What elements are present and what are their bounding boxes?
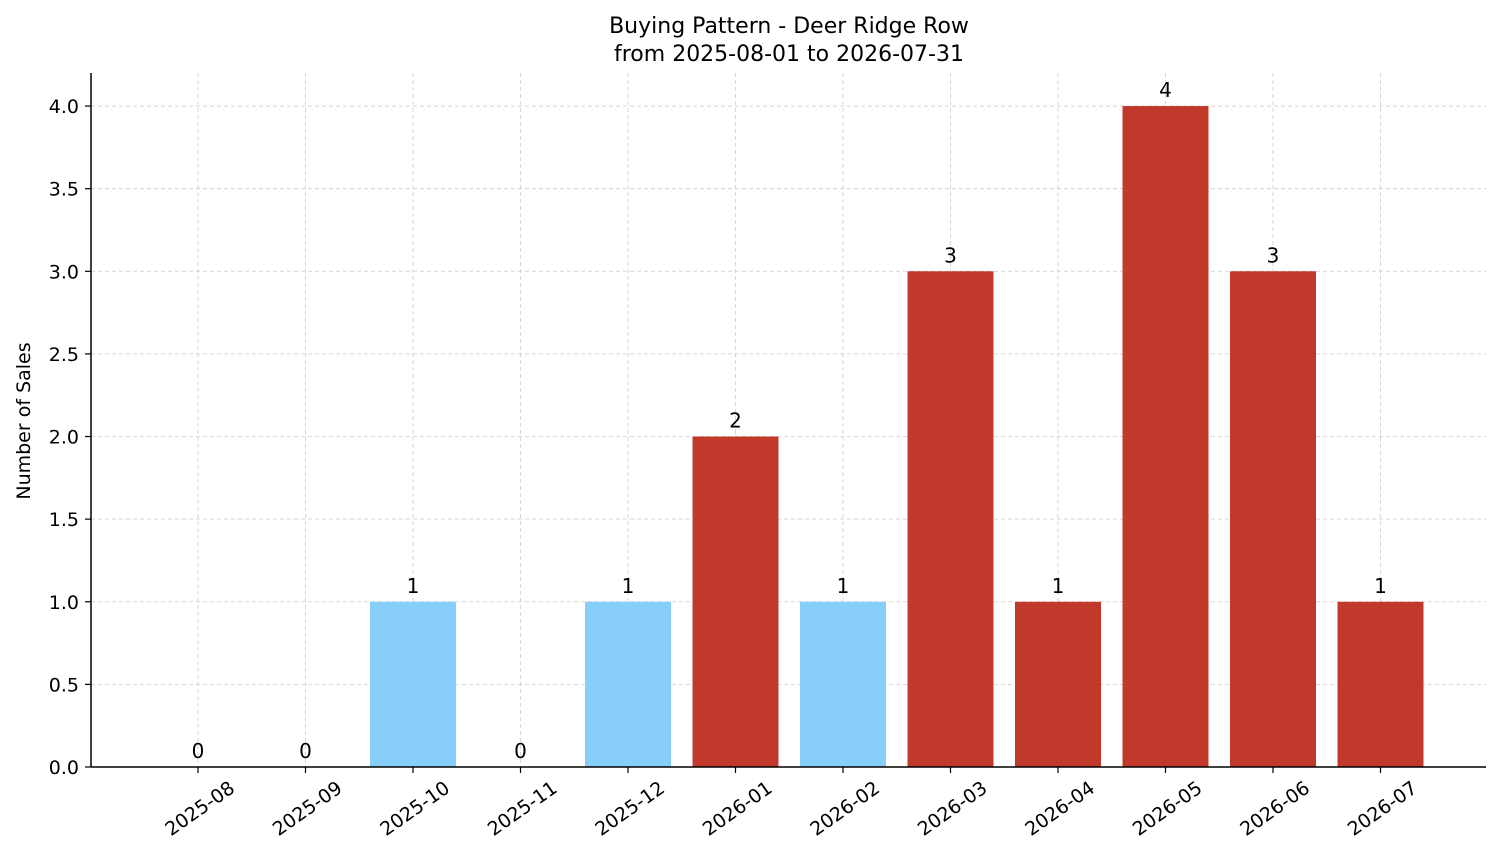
bar-2026-06 — [1230, 271, 1316, 767]
y-tick-label: 2.5 — [49, 344, 79, 366]
x-tick-label: 2025-10 — [376, 777, 454, 841]
data-label: 1 — [407, 574, 420, 598]
y-tick-label: 1.0 — [49, 592, 79, 614]
bar-2026-03 — [907, 271, 994, 767]
y-tick-label: 3.0 — [49, 261, 79, 283]
data-label: 0 — [299, 739, 312, 763]
bar-2026-02 — [800, 601, 886, 767]
y-tick-label: 3.5 — [49, 179, 79, 201]
data-label: 1 — [1374, 574, 1387, 598]
x-tick-label: 2026-02 — [806, 777, 884, 841]
x-tick-label: 2026-06 — [1236, 777, 1314, 841]
y-tick-label: 0.0 — [49, 757, 79, 779]
data-labels: 0 0 1 0 1 2 1 3 1 4 3 1 — [192, 78, 1387, 763]
y-tick-label: 1.5 — [49, 509, 79, 531]
x-tick-label: 2025-08 — [161, 777, 239, 841]
bar-2026-05 — [1122, 106, 1209, 768]
y-tick-label: 4.0 — [49, 96, 79, 118]
data-label: 2 — [729, 409, 742, 433]
x-ticks: 2025-08 2025-09 2025-10 2025-11 2025-12 2026-… — [161, 767, 1421, 841]
x-tick-label: 2026-03 — [914, 777, 992, 841]
data-label: 4 — [1159, 78, 1172, 102]
x-tick-label: 2025-12 — [591, 777, 669, 841]
bar-2026-04 — [1015, 601, 1101, 767]
chart-title: Buying Pattern - Deer Ridge Row — [609, 14, 969, 39]
x-tick-label: 2025-09 — [269, 777, 347, 841]
data-label: 0 — [514, 739, 527, 763]
x-tick-label: 2026-01 — [699, 777, 777, 841]
y-tick-label: 0.5 — [49, 674, 79, 696]
chart-subtitle: from 2025-08-01 to 2026-07-31 — [614, 42, 964, 67]
bar-2025-10 — [370, 601, 456, 767]
x-tick-label: 2026-04 — [1021, 777, 1099, 841]
x-tick-label: 2025-11 — [484, 777, 562, 841]
data-label: 1 — [1052, 574, 1065, 598]
bar-2026-01 — [692, 436, 779, 767]
data-label: 3 — [1267, 243, 1280, 267]
bar-2026-07 — [1337, 601, 1424, 767]
x-tick-label: 2026-05 — [1129, 777, 1207, 841]
x-tick-label: 2026-07 — [1344, 777, 1422, 841]
bars — [370, 106, 1424, 768]
data-label: 3 — [944, 243, 957, 267]
data-label: 0 — [192, 739, 205, 763]
data-label: 1 — [837, 574, 850, 598]
y-ticks: 0.0 0.5 1.0 1.5 2.0 2.5 3.0 3.5 4.0 — [49, 96, 91, 779]
data-label: 1 — [622, 574, 635, 598]
bar-2025-12 — [585, 601, 671, 767]
y-tick-label: 2.0 — [49, 427, 79, 449]
y-axis-label: Number of Sales — [13, 342, 35, 499]
